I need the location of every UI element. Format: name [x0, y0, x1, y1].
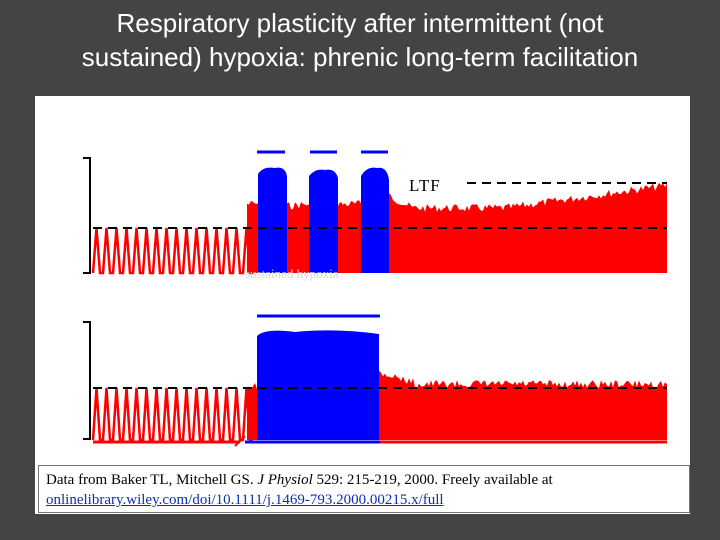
top-trace-scale-bar — [83, 157, 91, 274]
citation-authors: Data from Baker TL, Mitchell GS. — [46, 472, 258, 488]
time-axis-break — [234, 435, 246, 447]
slide-title: Respiratory plasticity after intermitten… — [0, 6, 720, 74]
hypoxia-episode-1 — [258, 167, 287, 273]
sustained-hypoxia-episode — [257, 330, 379, 440]
citation-line-1: Data from Baker TL, Mitchell GS. J Physi… — [46, 470, 682, 490]
bottom-baseline-bursts — [91, 387, 253, 442]
top-baseline-bursts — [91, 227, 253, 275]
hypoxia-episode-3 — [361, 167, 389, 273]
citation-caption: Data from Baker TL, Mitchell GS. J Physi… — [38, 465, 690, 513]
sustained-hypoxia-trace — [83, 314, 667, 447]
citation-line-2: onlinelibrary.wiley.com/doi/10.1111/j.14… — [46, 490, 682, 510]
citation-details: 529: 215-219, 2000. Freely available at — [312, 472, 553, 488]
phrenic-recording-figure: sustained hypoxia LTF — [35, 96, 690, 514]
slide-title-line-2: sustained) hypoxia: phrenic long-term fa… — [81, 42, 639, 72]
hypoxia-episode-2 — [309, 169, 338, 273]
intermittent-hypoxia-trace: sustained hypoxia — [83, 150, 667, 281]
slide-title-line-1: Respiratory plasticity after intermitten… — [116, 8, 604, 38]
ltf-label: LTF — [409, 176, 441, 195]
bottom-trace-scale-bar — [83, 321, 91, 440]
citation-link[interactable]: onlinelibrary.wiley.com/doi/10.1111/j.14… — [46, 492, 444, 508]
citation-journal: J Physiol — [257, 472, 313, 488]
top-trace-faint-label: sustained hypoxia — [245, 266, 339, 281]
